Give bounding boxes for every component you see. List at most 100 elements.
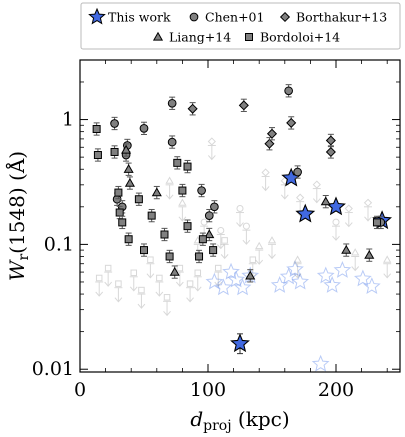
y-tick-label: 0.01 <box>32 358 74 380</box>
chen-01-point <box>284 84 293 98</box>
this-work-marker <box>230 333 250 353</box>
liang-14-point <box>169 265 180 279</box>
this-work-upper-limit <box>316 266 335 284</box>
borthakur-13-marker <box>264 138 275 149</box>
detections-layer <box>92 84 393 355</box>
y-axis-title-sub: r <box>16 254 32 261</box>
limit-arrowhead <box>175 281 184 287</box>
this-work-upper-limit <box>233 278 252 296</box>
legend-diamond-icon <box>279 11 291 23</box>
limit-arrowhead <box>268 254 276 260</box>
liang-14-limit-marker <box>351 248 360 256</box>
bordoloi-14-limit-marker <box>138 286 145 294</box>
bordoloi-14-upper-limit <box>104 264 113 287</box>
liang-14-point <box>320 195 331 209</box>
this-work-marker <box>295 203 316 223</box>
borthakur-13-limit-marker <box>344 204 353 213</box>
chen-01-marker <box>284 86 293 96</box>
limit-arrowhead <box>255 259 264 265</box>
borthakur-13-point <box>187 102 198 116</box>
liang-14-marker <box>245 270 256 280</box>
this-work-point <box>230 333 250 355</box>
bordoloi-14-upper-limit <box>214 264 223 287</box>
bordoloi-14-marker <box>124 235 133 244</box>
liang-14-upper-limit <box>383 255 392 279</box>
limit-arrowhead <box>280 194 289 200</box>
bordoloi-14-point <box>134 192 143 206</box>
chen-01-point <box>293 165 302 179</box>
limit-arrowhead <box>293 273 302 279</box>
this-work-upper-limit <box>311 354 330 372</box>
bordoloi-14-marker <box>372 218 381 227</box>
chen-01-marker <box>167 98 177 108</box>
chen-01-point <box>167 96 177 110</box>
chen-01-marker <box>210 202 219 212</box>
bordoloi-14-marker <box>195 252 204 261</box>
bordoloi-14-point <box>209 243 218 257</box>
borthakur-13-marker <box>266 128 278 139</box>
bordoloi-14-marker <box>92 125 101 134</box>
y-axis-title-rest: (1548) (Å) <box>4 151 29 254</box>
legend-star-icon <box>88 7 106 25</box>
legend-item-liang-14: Liang+14 <box>152 30 231 45</box>
borthakur-13-point <box>325 145 336 159</box>
limit-arrowhead <box>95 291 104 297</box>
upper-limits-layer <box>95 137 392 372</box>
bordoloi-14-upper-limit <box>114 280 123 303</box>
borthakur-13-limit-marker <box>363 198 373 207</box>
bordoloi-14-marker <box>147 211 156 220</box>
bordoloi-14-limit-marker <box>95 274 103 282</box>
limit-arrowhead <box>137 303 146 309</box>
limit-arrowhead <box>242 239 251 245</box>
bordoloi-14-marker <box>209 246 218 255</box>
chen-01-limit-marker <box>242 222 250 230</box>
liang-14-upper-limit <box>267 236 277 260</box>
limit-arrowhead <box>104 281 113 287</box>
bordoloi-14-point <box>124 232 133 246</box>
this-work-upper-limit <box>205 272 224 290</box>
chen-01-upper-limit <box>236 204 244 228</box>
liang-14-limit-marker <box>293 255 302 263</box>
bordoloi-14-upper-limit <box>193 269 202 292</box>
chen-01-limit-marker <box>236 204 244 213</box>
liang-14-marker <box>124 177 135 187</box>
chen-01-upper-limit <box>332 218 340 241</box>
limit-arrowhead <box>214 281 223 287</box>
bordoloi-14-marker <box>115 208 124 217</box>
chen-01-upper-limit <box>216 226 225 250</box>
liang-14-marker <box>341 244 352 254</box>
chen-01-limit-marker <box>200 218 208 226</box>
borthakur-13-point <box>238 98 249 112</box>
borthakur-13-marker <box>325 146 336 158</box>
limit-arrowhead <box>146 273 155 279</box>
bordoloi-14-marker <box>140 246 148 255</box>
this-work-upper-limit <box>214 278 233 296</box>
liang-14-limit-marker <box>178 198 187 206</box>
this-work-upper-limit <box>286 260 304 277</box>
y-axis-title-main: W <box>5 259 29 281</box>
legend-triangle-icon <box>152 31 164 41</box>
liang-14-limit-marker <box>383 255 392 263</box>
bordoloi-14-point <box>198 232 207 246</box>
liang-14-limit-marker <box>267 236 277 244</box>
this-work-upper-limit <box>222 262 240 280</box>
bordoloi-14-limit-marker <box>147 256 154 263</box>
bordoloi-14-marker <box>183 162 192 171</box>
bordoloi-14-marker <box>114 188 123 197</box>
limit-arrowhead <box>220 254 229 260</box>
chen-01-marker <box>293 167 302 177</box>
this-work-upper-limit <box>279 267 298 285</box>
liang-14-marker <box>320 196 331 206</box>
chen-01-upper-limit <box>242 222 251 245</box>
liang-14-point <box>151 185 162 200</box>
bordoloi-14-upper-limit <box>220 237 229 260</box>
borthakur-13-limit-marker <box>207 137 216 146</box>
bordoloi-14-marker <box>110 147 119 156</box>
this-work-upper-limit <box>333 260 352 278</box>
borthakur-13-limit-marker <box>312 180 321 189</box>
bordoloi-14-marker <box>160 230 169 239</box>
limit-arrowhead <box>178 216 187 222</box>
bordoloi-14-marker <box>178 186 187 195</box>
bordoloi-14-point <box>165 249 174 264</box>
borthakur-13-upper-limit <box>207 137 216 161</box>
